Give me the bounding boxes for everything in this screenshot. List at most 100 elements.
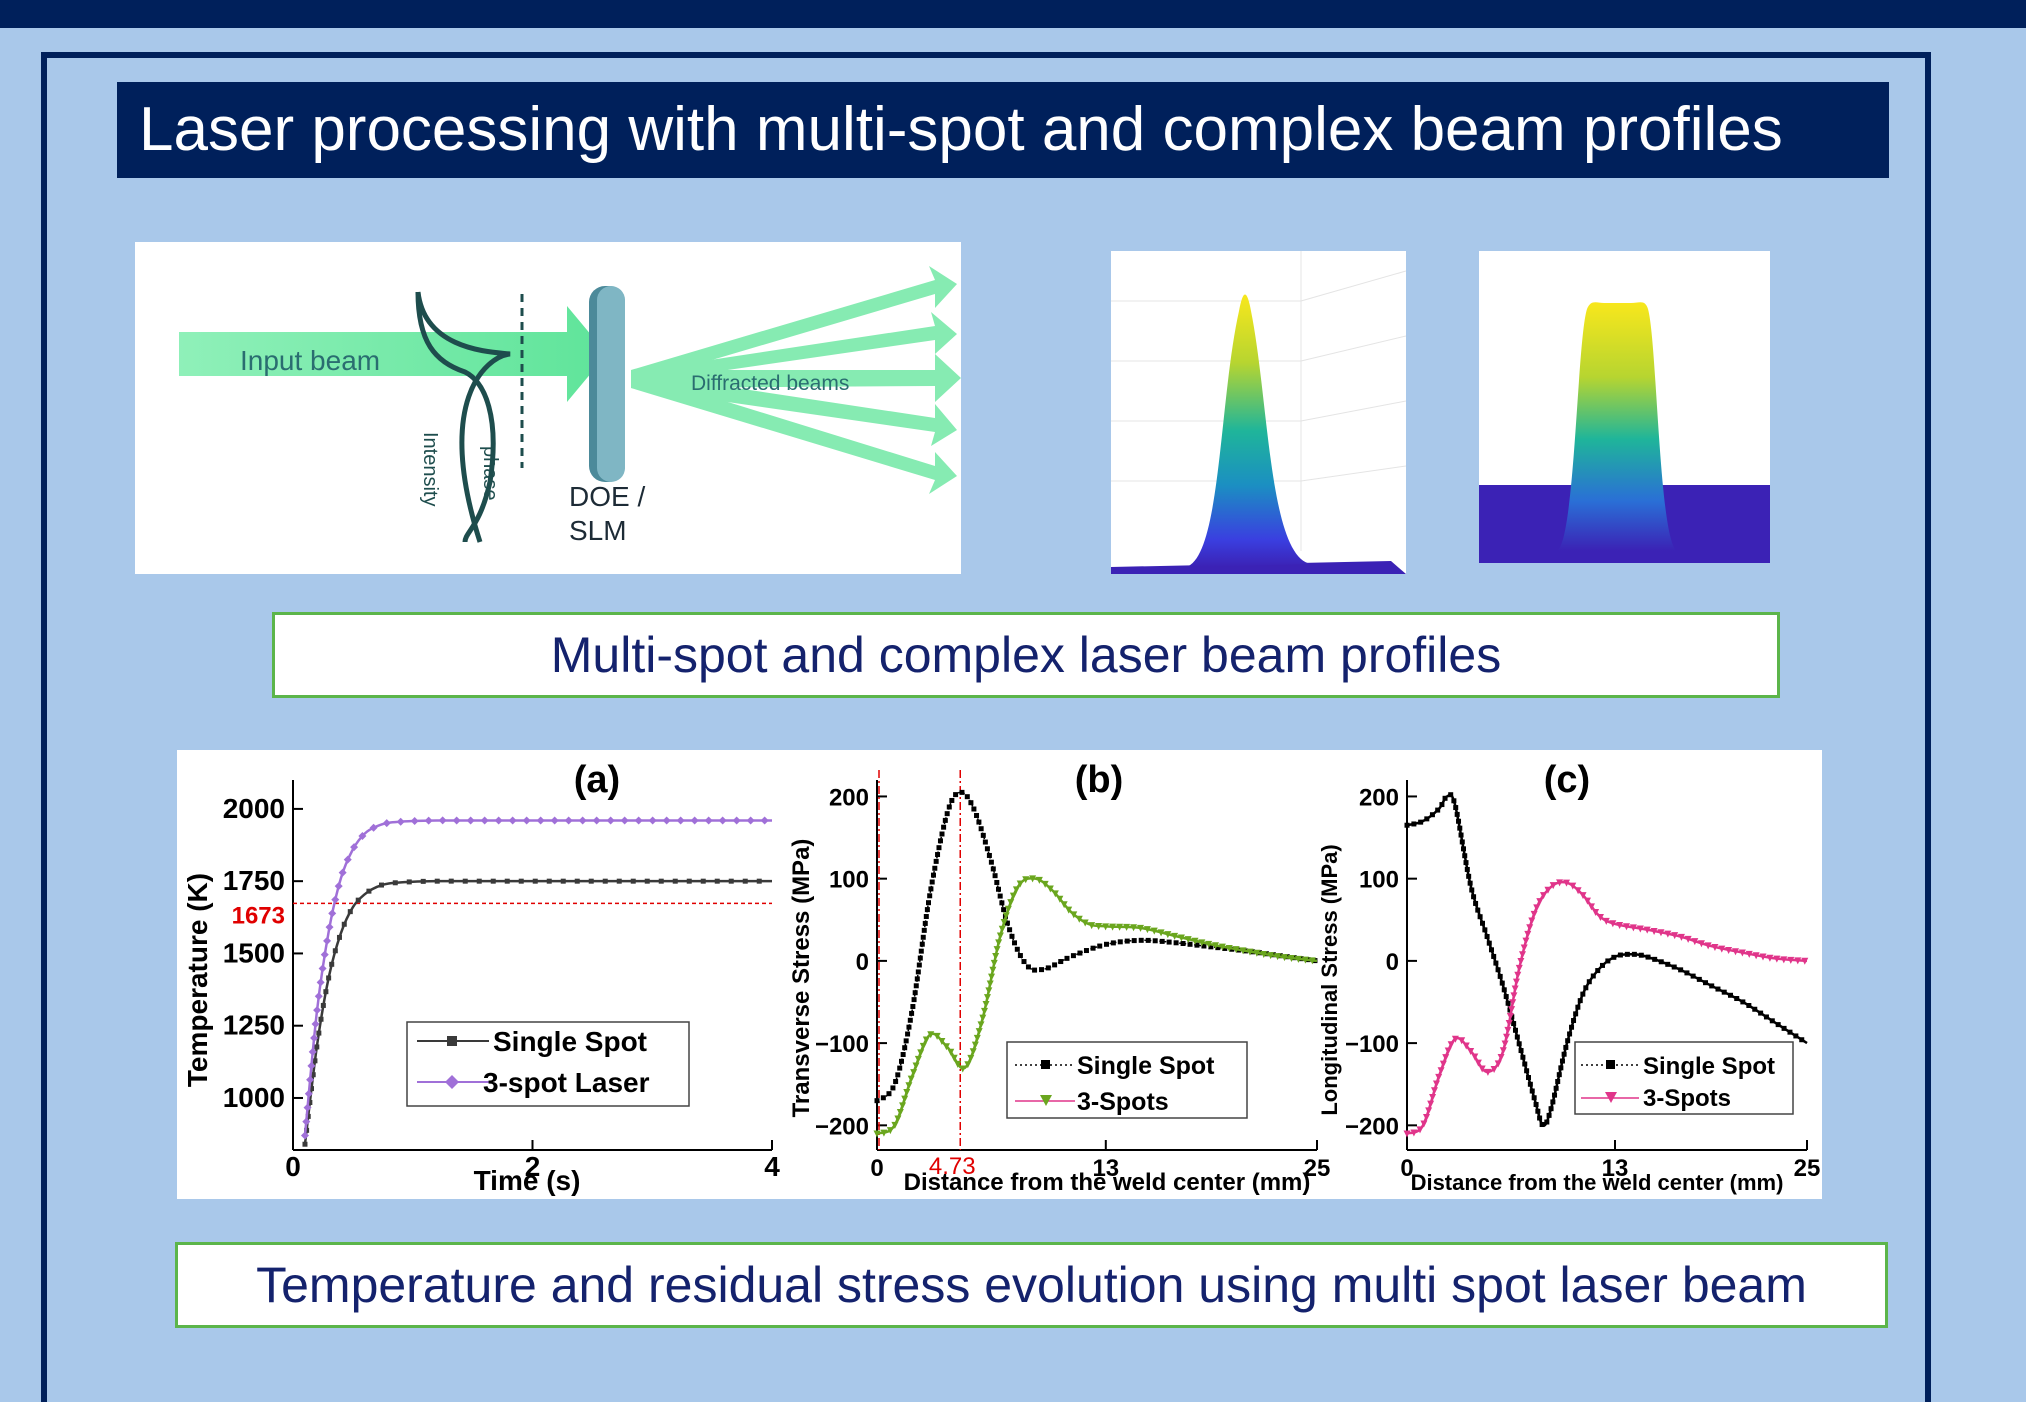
chart-b-point [1218, 943, 1226, 951]
chart-c-point [1524, 1068, 1530, 1074]
chart-c-point [1537, 1115, 1543, 1121]
chart-b-point [1205, 940, 1213, 948]
chart-a-point [690, 816, 699, 825]
chart-c-point [1728, 992, 1734, 998]
chart-b-point [1143, 926, 1151, 934]
chart-b-point [1081, 919, 1089, 927]
chart-b-point [1002, 912, 1010, 920]
chart-b-point [880, 1095, 886, 1101]
phase-label: phase [479, 446, 501, 501]
chart-a-point [396, 817, 405, 826]
chart-c-point [1442, 795, 1448, 801]
chart-c-point [1577, 998, 1583, 1004]
chart-c-point [1495, 967, 1501, 973]
chart-c-point [1531, 1095, 1537, 1101]
chart-b-point [995, 886, 1001, 892]
chart-a-point [634, 816, 643, 825]
chart-a-point [742, 878, 748, 884]
chart-c-point [1493, 960, 1499, 966]
chart-b-point [1110, 940, 1116, 946]
chart-c-ytick-label: 0 [1386, 949, 1399, 976]
chart-b-point [893, 1078, 899, 1084]
chart-b-point [1232, 946, 1240, 954]
chart-a-point [343, 855, 352, 864]
chart-c-point [1573, 1011, 1579, 1017]
chart-a-point [331, 895, 340, 904]
chart-a-point [420, 878, 426, 884]
intensity-curve-back [415, 291, 511, 543]
chart-c-point [1403, 1130, 1411, 1138]
chart-c-point [1536, 898, 1544, 906]
chart-b-point [922, 920, 928, 926]
chart-c-point [1425, 1107, 1433, 1115]
chart-b-point [909, 1010, 915, 1016]
chart-a-point [336, 934, 342, 940]
chart-b-point [992, 952, 1000, 960]
chart-b-point [980, 1007, 988, 1015]
chart-a-ytick-label: 1250 [223, 1010, 285, 1041]
chart-c-title: (c) [1544, 759, 1590, 801]
chart-c-point [1526, 924, 1534, 932]
chart-b-point [914, 1055, 922, 1063]
chart-b-point [939, 831, 945, 837]
chart-a-point [302, 1141, 308, 1147]
chart-c-point [1677, 933, 1685, 941]
chart-c-point [1463, 860, 1469, 866]
chart-a-point [560, 878, 566, 884]
chart-b-point [953, 792, 959, 798]
chart-a-point [438, 816, 447, 825]
chart-b-point [1267, 952, 1275, 960]
flattop-peak [1557, 302, 1677, 551]
chart-c-point [1602, 917, 1610, 925]
chart-a-point [310, 1072, 316, 1078]
chart-c-point [1484, 934, 1490, 940]
chart-b-point [1301, 956, 1309, 964]
chart-a-point [588, 878, 594, 884]
chart-c-point [1596, 913, 1604, 921]
chart-b-point [936, 845, 942, 851]
chart-a-point [314, 1044, 320, 1050]
chart-c-point [1599, 962, 1605, 968]
chart-b-point [1198, 939, 1206, 947]
chart-c-point [1439, 802, 1445, 808]
chart-a-point [490, 878, 496, 884]
chart-c-point [1629, 924, 1637, 932]
chart-b-point [907, 1075, 915, 1083]
chart-a-legend-single: Single Spot [493, 1026, 647, 1057]
chart-c-point [1758, 1010, 1764, 1016]
chart-a-point [606, 816, 615, 825]
chart-c-point [1552, 1092, 1558, 1098]
chart-b-point [1152, 938, 1158, 944]
doe-label-line2: SLM [569, 515, 627, 546]
chart-b-point [913, 983, 919, 989]
chart-c-point [1715, 986, 1721, 992]
chart-c-point [1505, 1000, 1511, 1006]
chart-b-point [1025, 964, 1031, 970]
chart-b-point [946, 804, 952, 810]
chart-a-point [574, 878, 580, 884]
chart-a-point [672, 878, 678, 884]
chart-c-point [1657, 929, 1665, 937]
chart-c-point [1544, 886, 1552, 894]
chart-b-point [1016, 880, 1024, 888]
chart-b-xlabel: Distance from the weld center (mm) [904, 1169, 1311, 1196]
chart-c-point [1787, 1029, 1793, 1035]
chart-c-xlabel: Distance from the weld center (mm) [1411, 1170, 1784, 1195]
chart-b-point [902, 1045, 908, 1051]
chart-b-point [1145, 937, 1151, 943]
chart-b-point [933, 858, 939, 864]
chart-c-point [1404, 822, 1410, 828]
chart-c-point [1505, 1019, 1513, 1027]
chart-b-point [907, 1017, 913, 1023]
chart-c-legend: Single Spot 3-Spots [1574, 1041, 1794, 1115]
chart-b-point [1035, 876, 1043, 884]
chart-b-point [932, 865, 938, 871]
chart-b-point [1215, 945, 1221, 951]
chart-b-point [984, 846, 990, 852]
chart-c-point [1454, 811, 1460, 817]
chart-c-point [1427, 1100, 1435, 1108]
chart-c-point [1690, 973, 1696, 979]
chart-a-point [314, 992, 323, 1001]
chart-a-point [347, 909, 353, 915]
chart-b-point [905, 1082, 913, 1090]
